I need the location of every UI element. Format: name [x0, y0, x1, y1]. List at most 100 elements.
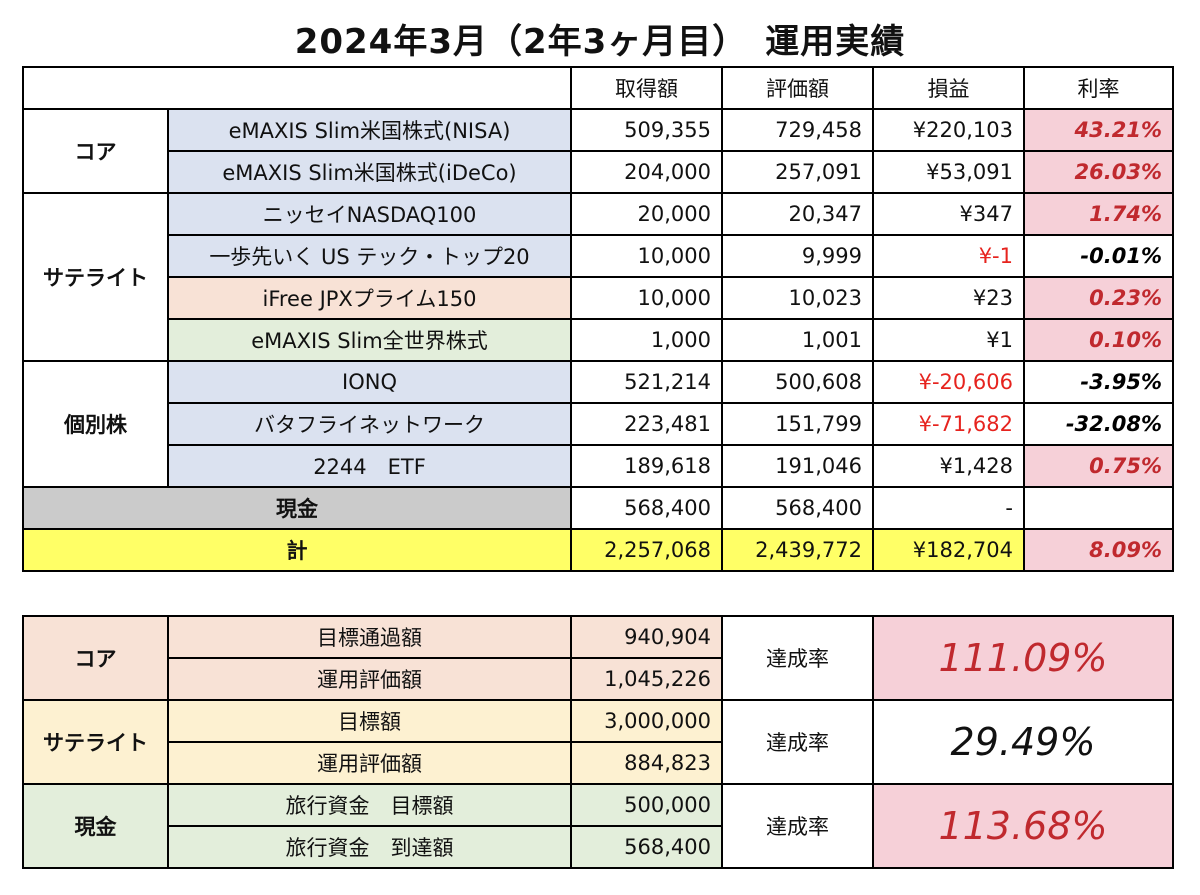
achievement-rate: 111.09% [872, 615, 1174, 701]
metric-label: 目標額 [167, 699, 572, 743]
rate-cell: -0.01% [1023, 234, 1174, 278]
table-row: iFree JPXプライム150 10,000 10,023 ¥23 0.23% [23, 276, 1174, 320]
achievement-label: 達成率 [721, 783, 874, 869]
table-row: 個別株 IONQ 521,214 500,608 ¥-20,606 -3.95% [22, 360, 1174, 488]
value-cell: 500,608 [721, 360, 874, 404]
performance-table: 取得額 評価額 損益 利率 コア eMAXIS Slim米国株式(NISA) 5… [22, 66, 1174, 572]
cost-cell: 10,000 [570, 234, 723, 278]
metric-value: 940,904 [570, 615, 723, 659]
achievement-rate: 29.49% [872, 699, 1174, 785]
pl-cell: ¥-20,606 [872, 360, 1025, 404]
value-cell: 9,999 [721, 234, 874, 278]
metric-label: 旅行資金 目標額 [167, 783, 572, 827]
table-row: コア eMAXIS Slim米国株式(NISA) 509,355 729,458… [22, 108, 1174, 194]
header-cost: 取得額 [570, 66, 723, 110]
value-cell: 10,023 [721, 276, 874, 320]
table-row: 2244 ETF 189,618 191,046 ¥1,428 0.75% [23, 444, 1174, 488]
rate-cell: 43.21% [1023, 108, 1174, 152]
achievement-rate: 113.68% [872, 783, 1174, 869]
cash-value: 568,400 [721, 486, 874, 530]
table-row: サテライト 目標額 3,000,000 達成率 29.49% [22, 699, 1174, 785]
achievement-table: コア 目標通過額 940,904 達成率 111.09% 運用評価額 1,045… [22, 615, 1174, 869]
fund-name: バタフライネットワーク [167, 402, 572, 446]
achievement-label: 達成率 [721, 615, 874, 701]
header-pl: 損益 [872, 66, 1025, 110]
pl-cell: ¥23 [872, 276, 1025, 320]
cash-rate [1023, 486, 1174, 530]
cash-cost: 568,400 [570, 486, 723, 530]
header-blank [22, 66, 572, 110]
total-value: 2,439,772 [721, 528, 874, 572]
pl-cell: ¥347 [872, 192, 1025, 236]
fund-name: IONQ [167, 360, 572, 404]
rate-cell: 26.03% [1023, 150, 1174, 194]
section-cash-label: 現金 [22, 783, 169, 869]
table-row: コア 目標通過額 940,904 達成率 111.09% [22, 615, 1174, 701]
cash-pl: - [872, 486, 1025, 530]
rate-cell: 0.23% [1023, 276, 1174, 320]
fund-name: 2244 ETF [167, 444, 572, 488]
value-cell: 1,001 [721, 318, 874, 362]
pl-cell: ¥53,091 [872, 150, 1025, 194]
cost-cell: 20,000 [570, 192, 723, 236]
group-individual: 個別株 [22, 360, 169, 488]
pl-cell: ¥1 [872, 318, 1025, 362]
table-row: 一歩先いく US テック・トップ20 10,000 9,999 ¥-1 -0.0… [23, 234, 1174, 278]
cost-cell: 189,618 [570, 444, 723, 488]
pl-cell: ¥-1 [872, 234, 1025, 278]
group-core: コア [22, 108, 169, 194]
metric-value: 568,400 [570, 825, 723, 869]
value-cell: 151,799 [721, 402, 874, 446]
value-cell: 729,458 [721, 108, 874, 152]
fund-name: ニッセイNASDAQ100 [167, 192, 572, 236]
fund-name: 一歩先いく US テック・トップ20 [167, 234, 572, 278]
total-rate: 8.09% [1023, 528, 1174, 572]
fund-name: iFree JPXプライム150 [167, 276, 572, 320]
achievement-label: 達成率 [721, 699, 874, 785]
cost-cell: 223,481 [570, 402, 723, 446]
pl-cell: ¥1,428 [872, 444, 1025, 488]
rate-cell: -3.95% [1023, 360, 1174, 404]
section-core-label: コア [22, 615, 169, 701]
page-title: 2024年3月（2年3ヶ月目） 運用実績 [294, 22, 906, 62]
section-satellite-label: サテライト [22, 699, 169, 785]
pl-cell: ¥-71,682 [872, 402, 1025, 446]
fund-name: eMAXIS Slim全世界株式 [167, 318, 572, 362]
cost-cell: 509,355 [570, 108, 723, 152]
fund-name: eMAXIS Slim米国株式(iDeCo) [167, 150, 572, 194]
cost-cell: 1,000 [570, 318, 723, 362]
rate-cell: 1.74% [1023, 192, 1174, 236]
metric-value: 3,000,000 [570, 699, 723, 743]
pl-cell: ¥220,103 [872, 108, 1025, 152]
total-row: 計 2,257,068 2,439,772 ¥182,704 8.09% [22, 528, 1174, 572]
metric-value: 500,000 [570, 783, 723, 827]
total-cost: 2,257,068 [570, 528, 723, 572]
header-rate: 利率 [1023, 66, 1174, 110]
rate-cell: 0.10% [1023, 318, 1174, 362]
table-row: バタフライネットワーク 223,481 151,799 ¥-71,682 -32… [23, 402, 1174, 446]
table-row: 運用評価額 884,823 [23, 741, 1173, 785]
table-row: eMAXIS Slim全世界株式 1,000 1,001 ¥1 0.10% [23, 318, 1174, 362]
header-row: 取得額 評価額 損益 利率 [22, 66, 1174, 110]
rate-cell: 0.75% [1023, 444, 1174, 488]
metric-label: 運用評価額 [167, 741, 572, 785]
metric-value: 884,823 [570, 741, 723, 785]
header-value: 評価額 [721, 66, 874, 110]
rate-cell: -32.08% [1023, 402, 1174, 446]
cost-cell: 521,214 [570, 360, 723, 404]
cash-label: 現金 [22, 486, 572, 530]
cost-cell: 204,000 [570, 150, 723, 194]
value-cell: 191,046 [721, 444, 874, 488]
metric-label: 目標通過額 [167, 615, 572, 659]
total-label: 計 [22, 528, 572, 572]
group-satellite: サテライト [22, 192, 169, 362]
table-row: サテライト ニッセイNASDAQ100 20,000 20,347 ¥347 1… [22, 192, 1174, 362]
table-row: eMAXIS Slim米国株式(iDeCo) 204,000 257,091 ¥… [23, 150, 1174, 194]
metric-label: 旅行資金 到達額 [167, 825, 572, 869]
metric-value: 1,045,226 [570, 657, 723, 701]
table-row: 運用評価額 1,045,226 [23, 657, 1173, 701]
value-cell: 20,347 [721, 192, 874, 236]
metric-label: 運用評価額 [167, 657, 572, 701]
table-row: 旅行資金 到達額 568,400 [23, 825, 1173, 869]
table-row: 現金 旅行資金 目標額 500,000 達成率 113.68% [22, 783, 1174, 869]
